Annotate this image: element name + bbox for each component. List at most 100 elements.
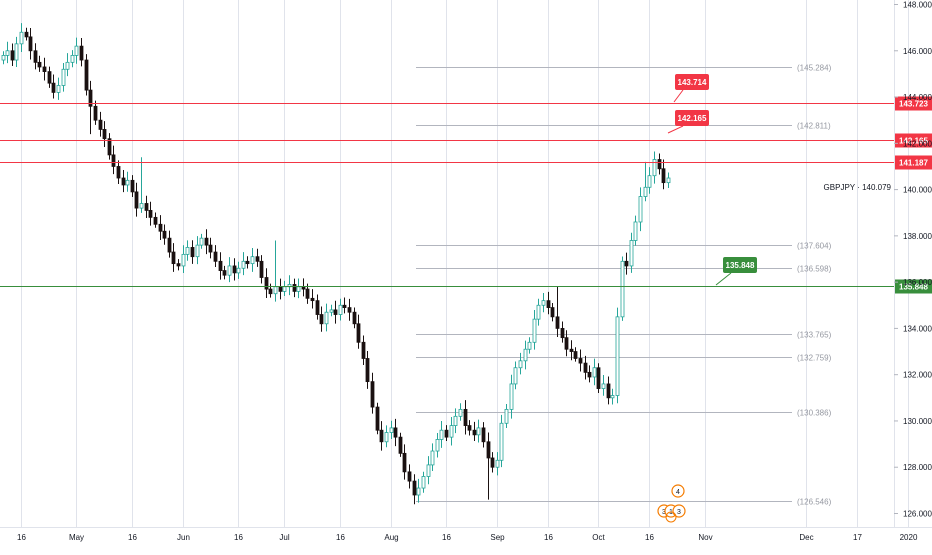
candle-body [42,66,47,72]
candle-body [486,441,491,459]
callout-leader [673,89,684,103]
callout-leader [715,272,732,286]
candle-body [190,247,195,258]
wave-label: 3 [677,509,681,516]
candle-body [643,186,648,197]
candle-body [232,265,237,274]
candle-body [158,223,163,232]
candle-body [296,286,301,292]
candle-body [111,154,116,167]
candle-body [384,432,389,443]
candle-body [236,267,241,274]
callout-label: 143.714 [678,78,707,87]
candle-body [121,177,126,186]
time-tick-label: Oct [592,533,605,542]
candle-body [564,337,569,350]
candle-body [139,203,144,209]
candle-body [134,191,139,209]
candle-body [449,425,454,438]
candle-body [171,251,176,265]
price-tick-label: 134.000 [903,324,932,333]
candle-body [407,471,412,482]
price-tick-label: 148.000 [903,1,932,10]
candle-body [28,36,33,52]
candle-body [259,260,264,278]
candle-body [560,328,565,339]
candle-body [79,45,84,61]
candle-body [629,240,634,267]
fib-level-label: (142.811) [797,122,831,131]
candle-body [370,381,375,408]
price-level-tag [895,155,932,170]
candle-body [301,286,306,290]
time-tick-label: Sep [490,533,505,542]
price-level-tag [895,279,932,294]
candle-body [162,230,167,239]
candle-body [615,316,620,396]
candle-body [495,459,500,468]
candles-layer [1,23,671,505]
candle-body [305,288,310,299]
time-tick-label: 17 [853,533,862,542]
candle-body [527,341,532,350]
candle-body [467,425,472,431]
candle-body [148,210,153,218]
candle-body [439,429,444,440]
candle-body [633,221,638,241]
candle-body [204,237,209,246]
candle-body [569,348,574,352]
wave-circle [671,484,685,498]
candle-body [24,31,29,38]
price-axis[interactable]: 126.000 128.000 130.000 132.000 134.000 136.0… [894,1,932,519]
fib-level-label: (136.598) [797,265,832,274]
price-tick-label: 142.000 [903,139,932,148]
candle-body [652,159,657,177]
candle-body [84,59,89,91]
candle-body [88,89,93,107]
price-level-tag-label: 141.187 [899,159,928,168]
price-tick-label: 132.000 [903,371,932,380]
wave-label: 4 [676,489,680,496]
candle-body [227,265,232,276]
candle-body [536,304,541,320]
wave-circle [672,504,686,518]
fib-level-label: (145.284) [797,64,832,73]
candle-body [195,244,200,258]
candle-body [421,476,426,489]
candle-body [430,450,435,466]
callout-label: 142.165 [678,114,707,123]
candle-body [107,138,112,156]
price-tick-label: 126.000 [903,510,932,519]
candle-body [250,256,255,265]
time-tick-label: 16 [128,533,137,542]
candle-body [596,367,601,389]
candle-body [365,358,370,383]
candle-body [338,304,343,315]
candle-body [329,309,334,313]
time-axis[interactable]: 16 May 16 Jun 16 Jul 16 Aug 16 Sep 16 Oct 16 Nov Dec 17… [17,533,918,542]
price-level-tag [895,133,932,148]
symbol-price-label: GBPJPY · 140.079 [824,183,892,192]
time-tick-label: 16 [234,533,243,542]
candle-body [541,300,546,306]
candle-body [638,196,643,223]
price-tick-label: 138.000 [903,232,932,241]
candle-body [657,159,662,170]
horizontal-lines-layer[interactable]: 143.723 143.714 142.165 142.165 141.187 135.8… [0,74,932,294]
candle-body [361,341,366,359]
time-tick-label: 16 [645,533,654,542]
candle-body [379,429,384,443]
candle-body [453,415,458,426]
candle-body [587,371,592,378]
fib-level-label: (137.604) [797,242,832,251]
candle-body [509,383,514,410]
candle-body [356,323,361,343]
candle-body [416,487,421,496]
candle-body [518,360,523,369]
candle-body [245,260,250,265]
candle-body [375,406,380,431]
candle-body [37,61,42,68]
time-tick-label: 16 [336,533,345,542]
candle-body [583,362,588,373]
